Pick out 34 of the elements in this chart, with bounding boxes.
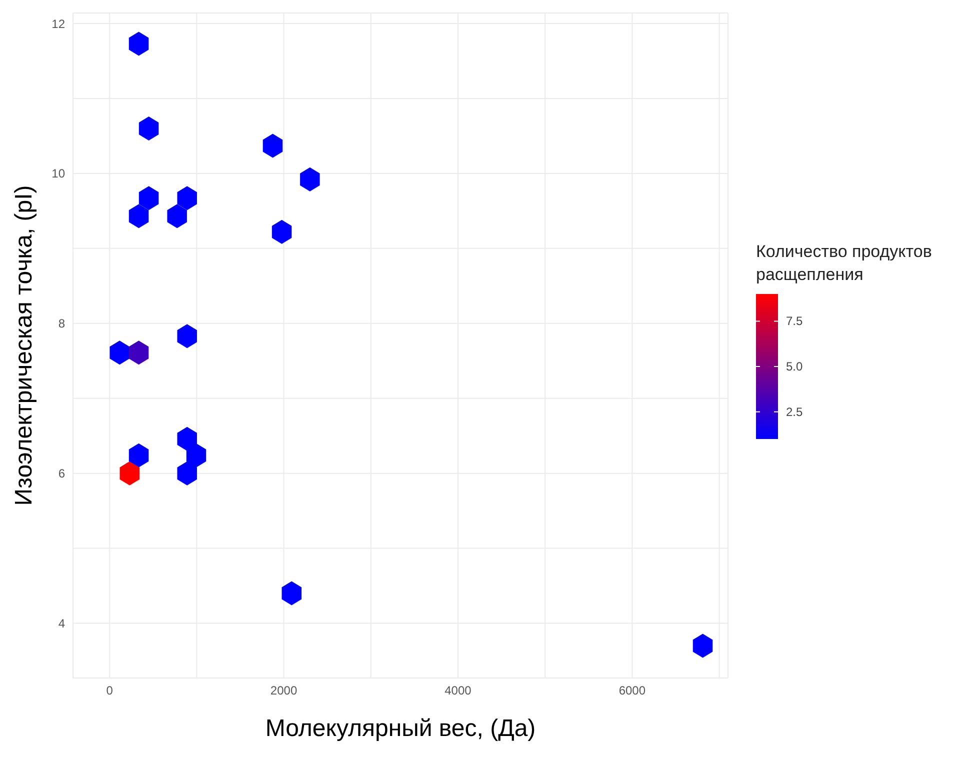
y-tick-label: 8: [58, 316, 66, 331]
x-tick-label: 2000: [270, 684, 298, 698]
color-bar-label: 5.0: [786, 360, 804, 374]
point: [692, 634, 713, 658]
point: [177, 461, 197, 486]
x-tick-label: 0: [106, 684, 114, 698]
point: [138, 186, 159, 210]
x-tick-label: 4000: [444, 684, 472, 698]
point: [177, 426, 197, 451]
point: [186, 443, 206, 468]
y-tick-label: 10: [52, 166, 66, 181]
point: [167, 204, 187, 228]
y-tick-label: 4: [58, 616, 66, 631]
point: [272, 220, 292, 244]
point: [282, 581, 302, 606]
point: [110, 340, 130, 365]
color-bar-label: 2.5: [786, 404, 804, 419]
point: [177, 186, 197, 210]
color-bar-label: 7.5: [786, 314, 804, 328]
point: [128, 340, 149, 365]
point: [262, 134, 283, 158]
point: [120, 461, 140, 486]
y-tick-label: 12: [52, 16, 66, 31]
point: [177, 324, 197, 348]
x-tick-label: 6000: [618, 684, 646, 698]
point: [128, 32, 149, 56]
y-axis-title: Изоэлектрическая точка, (pI): [10, 185, 38, 506]
y-tick-label: 6: [58, 466, 66, 481]
point: [128, 443, 149, 468]
point: [300, 167, 320, 192]
point: [138, 116, 159, 140]
point: [128, 204, 149, 228]
color-bar-title: Количество продуктов расщепления: [756, 241, 933, 286]
x-axis-title: Молекулярный вес, (Да): [265, 715, 536, 742]
